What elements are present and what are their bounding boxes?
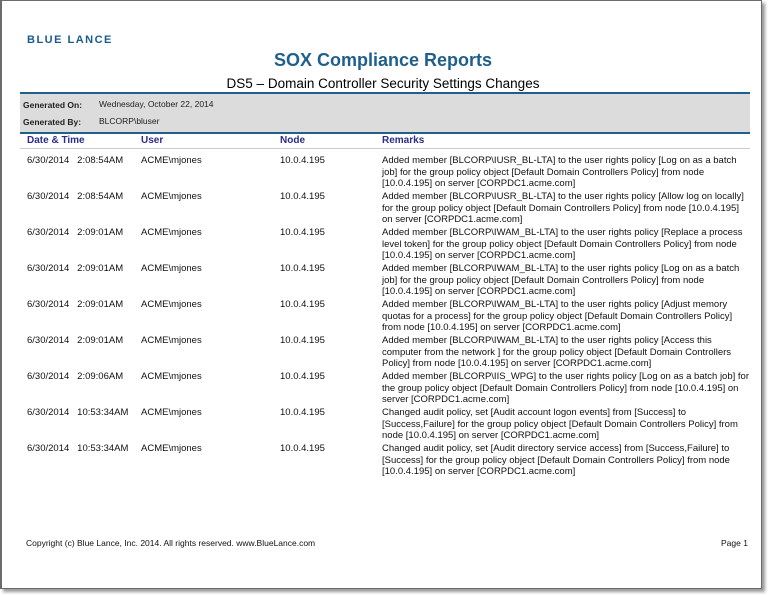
report-title: SOX Compliance Reports: [273, 50, 493, 70]
row-node: 10.0.4.195: [280, 407, 325, 418]
header-divider: [20, 148, 750, 149]
generated-by-label: Generated By:: [23, 117, 82, 127]
row-date-time: 6/30/2014 2:08:54AM: [27, 155, 124, 166]
row-date-time: 6/30/2014 2:09:01AM: [27, 263, 124, 274]
row-date-time: 6/30/2014 2:09:01AM: [27, 335, 124, 346]
table-row: 6/30/2014 2:08:54AM ACME\mjones 10.0.4.195…: [2, 191, 764, 227]
row-remarks: Added member [BLCORP\IUSR_BL-LTA] to the…: [382, 191, 744, 225]
row-date-time: 6/30/2014 2:09:01AM: [27, 227, 124, 238]
row-user: ACME\mjones: [141, 155, 202, 166]
row-remarks: Changed audit policy, set [Audit directo…: [382, 443, 730, 477]
row-remarks: Added member [BLCORP\IUSR_BL-LTA] to the…: [382, 155, 737, 189]
row-node: 10.0.4.195: [280, 443, 325, 454]
footer-page-number: Page 1: [721, 538, 748, 548]
row-node: 10.0.4.195: [280, 227, 325, 238]
row-user: ACME\mjones: [141, 191, 202, 202]
row-node: 10.0.4.195: [280, 299, 325, 310]
row-node: 10.0.4.195: [280, 263, 325, 274]
column-header-remarks: Remarks: [382, 135, 425, 146]
row-remarks: Added member [BLCORP\IIS_WPG] to the use…: [382, 371, 749, 405]
column-header-date-time: Date & Time: [27, 135, 85, 146]
table-row: 6/30/2014 2:09:01AM ACME\mjones 10.0.4.195…: [2, 263, 764, 299]
column-header-node: Node: [280, 135, 305, 146]
report-meta-panel: Generated On: Wednesday, October 22, 201…: [20, 92, 750, 134]
row-remarks: Added member [BLCORP\IWAM_BL-LTA] to the…: [382, 299, 733, 333]
report-table-body: 6/30/2014 2:08:54AM ACME\mjones 10.0.4.195…: [2, 155, 764, 479]
row-date-time: 6/30/2014 2:09:01AM: [27, 299, 124, 310]
row-user: ACME\mjones: [141, 443, 202, 454]
footer-copyright: Copyright (c) Blue Lance, Inc. 2014. All…: [26, 538, 316, 548]
row-date-time: 6/30/2014 2:09:06AM: [27, 371, 124, 382]
row-node: 10.0.4.195: [280, 155, 325, 166]
row-node: 10.0.4.195: [280, 371, 325, 382]
table-row: 6/30/2014 2:09:06AM ACME\mjones 10.0.4.195…: [2, 371, 764, 407]
row-user: ACME\mjones: [141, 227, 202, 238]
table-row: 6/30/2014 2:09:01AM ACME\mjones 10.0.4.195…: [2, 227, 764, 263]
row-remarks: Added member [BLCORP\IWAM_BL-LTA] to the…: [382, 263, 740, 297]
row-remarks: Added member [BLCORP\IWAM_BL-LTA] to the…: [382, 227, 743, 261]
row-user: ACME\mjones: [141, 299, 202, 310]
report-subtitle: DS5 – Domain Controller Security Setting…: [226, 76, 540, 91]
row-user: ACME\mjones: [141, 263, 202, 274]
blue-lance-logo: BLUE LANCE: [27, 34, 113, 46]
table-row: 6/30/2014 10:53:34AM ACME\mjones 10.0.4.19…: [2, 407, 764, 443]
generated-on-label: Generated On:: [23, 100, 83, 110]
table-row: 6/30/2014 2:09:01AM ACME\mjones 10.0.4.195…: [2, 335, 764, 371]
row-date-time: 6/30/2014 10:53:34AM: [27, 407, 129, 418]
row-remarks: Changed audit policy, set [Audit account…: [382, 407, 738, 441]
generated-on-value: Wednesday, October 22, 2014: [99, 99, 214, 109]
table-row: 6/30/2014 2:08:54AM ACME\mjones 10.0.4.195…: [2, 155, 764, 191]
row-user: ACME\mjones: [141, 407, 202, 418]
generated-by-value: BLCORP\bluser: [99, 116, 160, 126]
row-date-time: 6/30/2014 10:53:34AM: [27, 443, 129, 454]
column-header-user: User: [141, 135, 164, 146]
row-remarks: Added member [BLCORP\IWAM_BL-LTA] to the…: [382, 335, 732, 369]
row-date-time: 6/30/2014 2:08:54AM: [27, 191, 124, 202]
row-node: 10.0.4.195: [280, 191, 325, 202]
row-user: ACME\mjones: [141, 335, 202, 346]
table-row: 6/30/2014 2:09:01AM ACME\mjones 10.0.4.195…: [2, 299, 764, 335]
row-node: 10.0.4.195: [280, 335, 325, 346]
table-row: 6/30/2014 10:53:34AM ACME\mjones 10.0.4.19…: [2, 443, 764, 479]
row-user: ACME\mjones: [141, 371, 202, 382]
